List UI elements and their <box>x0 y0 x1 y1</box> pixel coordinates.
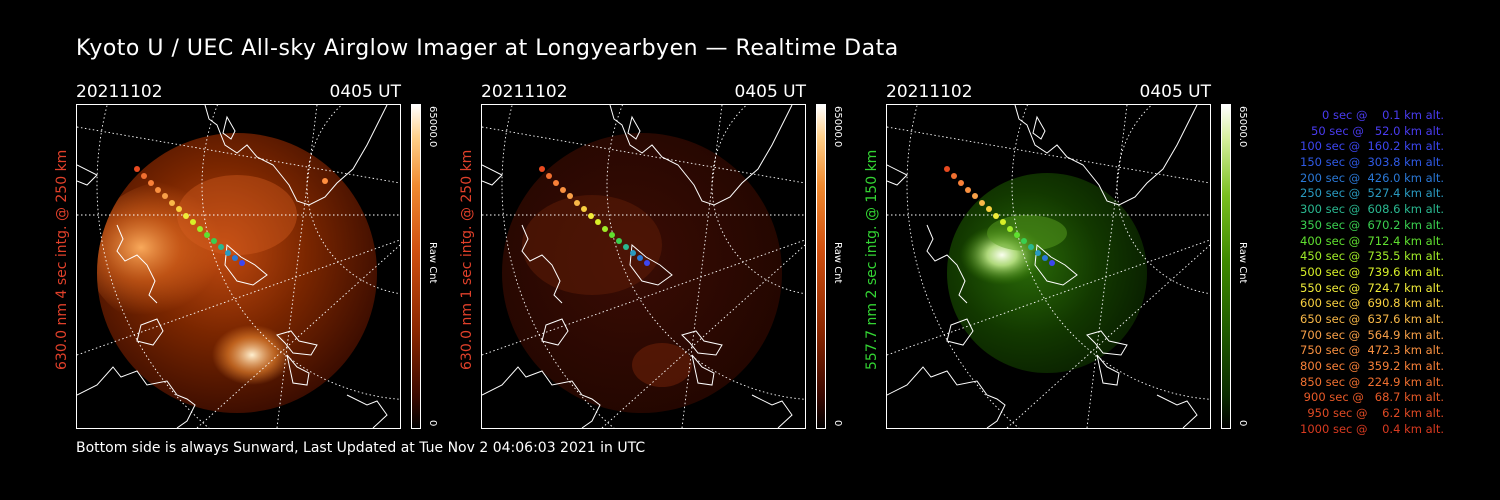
colorbar-max: 65000.0 <box>1237 106 1248 148</box>
colorbar <box>411 104 421 429</box>
colorbar-unit: Raw Cnt <box>832 242 843 284</box>
legend-row: 0 sec @ 0.1 km alt. <box>1311 108 1444 122</box>
legend-row: 200 sec @ 426.0 km alt. <box>1296 170 1444 185</box>
panel-header: 20211102 0405 UT <box>76 80 401 102</box>
grid-lines <box>887 105 1210 428</box>
colorbar-min: 0 <box>427 420 438 427</box>
allsky-image-frame <box>76 104 401 429</box>
legend-row: 300 sec @ 608.6 km alt. <box>1296 202 1444 217</box>
coastlines <box>887 105 1198 428</box>
allsky-image <box>482 105 805 428</box>
colorbar-max: 65000.0 <box>427 106 438 148</box>
footer-note: Bottom side is always Sunward, Last Upda… <box>76 440 646 456</box>
panel-time: 0405 UT <box>329 82 402 102</box>
trajectory <box>944 166 1055 266</box>
bright-spot <box>322 178 328 184</box>
panel-header: 20211102 0405 UT <box>886 80 1211 102</box>
legend-row: 350 sec @ 670.2 km alt. <box>1296 217 1444 232</box>
legend-row: 150 sec @ 303.8 km alt. <box>1296 155 1444 170</box>
legend-row: 600 sec @ 690.8 km alt. <box>1296 296 1444 311</box>
legend-row: 900 sec @ 68.7 km alt. <box>1300 390 1444 405</box>
legend-row: 700 sec @ 564.9 km alt. <box>1296 327 1444 342</box>
panel-header: 20211102 0405 UT <box>481 80 806 102</box>
grid-lines <box>482 105 805 428</box>
legend-row: 750 sec @ 472.3 km alt. <box>1296 343 1444 358</box>
coastlines <box>77 105 388 428</box>
allsky-image <box>887 105 1210 428</box>
grid-lines <box>77 105 400 428</box>
panel-date: 20211102 <box>886 82 973 102</box>
panel-date: 20211102 <box>481 82 568 102</box>
legend-row: 100 sec @ 160.2 km alt. <box>1296 139 1444 154</box>
airglow-panel-1: 20211102 0405 UT <box>54 80 446 440</box>
colorbar <box>1221 104 1231 429</box>
panel-ylabel: 630.0 nm 4 sec intg. @ 250 km <box>54 149 70 370</box>
legend-row: 950 sec @ 6.2 km alt. <box>1303 406 1444 421</box>
legend-row: 850 sec @ 224.9 km alt. <box>1296 374 1444 389</box>
panel-time: 0405 UT <box>734 82 807 102</box>
coastlines <box>482 105 793 428</box>
panel-ylabel: 630.0 nm 1 sec intg. @ 250 km <box>459 149 475 370</box>
legend-row: 1000 sec @ 0.4 km alt. <box>1300 421 1444 436</box>
legend-row: 400 sec @ 712.4 km alt. <box>1296 233 1444 248</box>
panel-ylabel: 557.7 nm 2 sec intg. @ 150 km <box>864 149 880 370</box>
allsky-image-frame <box>481 104 806 429</box>
colorbar-min: 0 <box>832 420 843 427</box>
legend-row: 50 sec @ 52.0 km alt. <box>1303 123 1444 138</box>
colorbar-unit: Raw Cnt <box>427 242 438 284</box>
page-title: Kyoto U / UEC All-sky Airglow Imager at … <box>76 36 899 61</box>
allsky-image-frame <box>886 104 1211 429</box>
colorbar-max: 65000.0 <box>832 106 843 148</box>
legend-row: 500 sec @ 739.6 km alt. <box>1296 264 1444 279</box>
panel-time: 0405 UT <box>1139 82 1212 102</box>
colorbar <box>816 104 826 429</box>
allsky-image <box>77 105 400 428</box>
panel-date: 20211102 <box>76 82 163 102</box>
legend-row: 800 sec @ 359.2 km alt. <box>1296 359 1444 373</box>
trajectory <box>134 166 245 266</box>
airglow-panel-2: 20211102 0405 UT <box>459 80 851 440</box>
trajectory <box>539 166 650 266</box>
trajectory-legend: 0 sec @ 0.1 km alt. 50 sec @ 52.0 km alt… <box>1262 108 1444 437</box>
colorbar-min: 0 <box>1237 420 1248 427</box>
colorbar-unit: Raw Cnt <box>1237 242 1248 284</box>
legend-row: 650 sec @ 637.6 km alt. <box>1296 311 1444 326</box>
airglow-panel-3: 20211102 0405 UT <box>864 80 1256 440</box>
legend-row: 550 sec @ 724.7 km alt. <box>1296 280 1444 295</box>
legend-row: 250 sec @ 527.4 km alt. <box>1296 186 1444 201</box>
legend-row: 450 sec @ 735.5 km alt. <box>1296 249 1444 264</box>
